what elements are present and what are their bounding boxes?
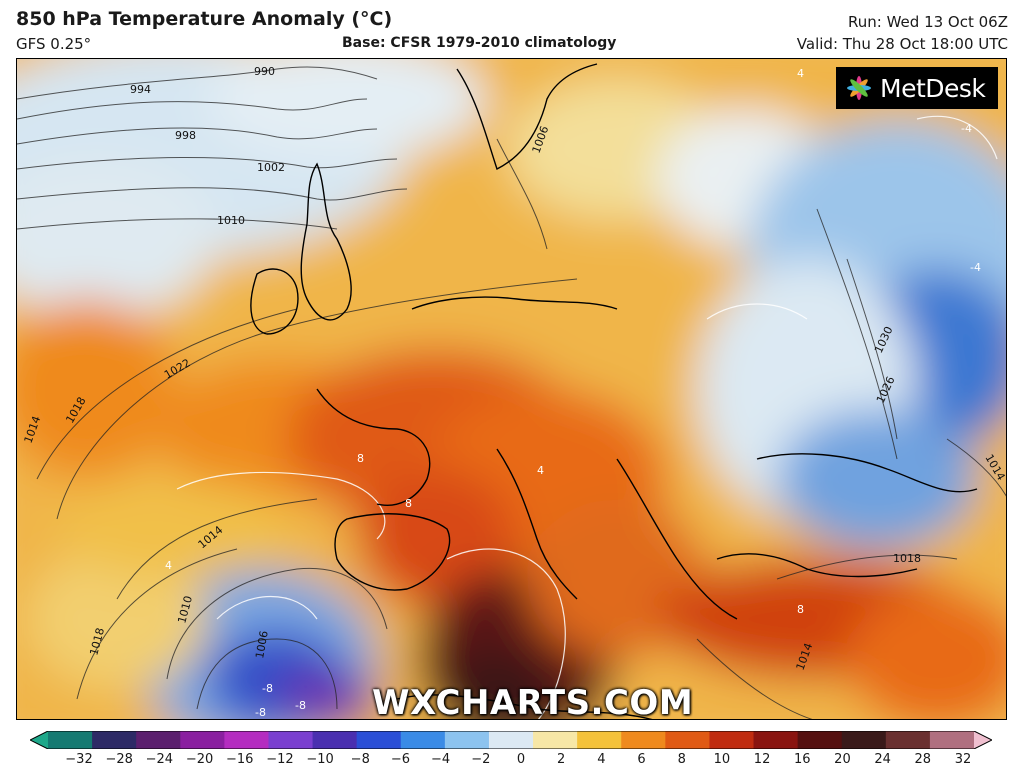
anomaly-map: 990 994 998 1002 1010 1006 1022 1018 101… — [16, 58, 1007, 720]
colorbar-cell — [180, 731, 225, 749]
anomaly-label: 8 — [405, 497, 412, 510]
colorbar-tick-label: 2 — [557, 752, 566, 767]
colorbar-tick-label: −32 — [65, 752, 93, 767]
colorbar-tick-label: 12 — [753, 752, 771, 767]
metdesk-star-icon — [847, 76, 871, 100]
colorbar-tick-label: −10 — [306, 752, 334, 767]
metdesk-logo-text: MetDesk — [880, 73, 986, 103]
colorbar-min-arrow — [30, 731, 48, 749]
anomaly-label: 8 — [357, 452, 364, 465]
anomaly-label-layer: 8 8 4 8 -8 -8 -8 -4 -4 4 4 — [165, 67, 981, 719]
isobar-label: 998 — [175, 129, 196, 142]
colorbar-cell — [797, 731, 843, 749]
colorbar-tick-label: 10 — [713, 752, 731, 767]
colorbar-cell — [444, 731, 490, 749]
isobar-label: 994 — [130, 83, 151, 96]
colorbar-cell — [577, 731, 622, 749]
colorbar-tick-labels: −32 −28 −24 −20 −16 −12 −10 −8 −6 −4 −2 0 2 4 6 8 10 12 16… — [0, 752, 1024, 772]
colorbar-tick-label: −24 — [145, 752, 174, 767]
isobar-label: 990 — [254, 65, 275, 78]
colorbar-cell — [841, 731, 887, 749]
colorbar-cell — [356, 731, 402, 749]
colorbar-cell — [709, 731, 755, 749]
colorbar-tick-label: 0 — [516, 752, 526, 767]
colorbar-tick-label: −28 — [105, 752, 133, 767]
colorbar-cell — [929, 731, 975, 749]
colorbar-tick-label: 24 — [874, 752, 891, 767]
anomaly-label: 4 — [165, 559, 172, 572]
colorbar-cell — [621, 731, 666, 749]
anomaly-label: -8 — [262, 682, 273, 695]
colorbar-cell — [312, 731, 358, 749]
anomaly-label: -4 — [970, 261, 981, 274]
isobars — [17, 66, 1006, 719]
colorbar-cell — [665, 731, 710, 749]
base-climatology-label: Base: CFSR 1979-2010 climatology — [342, 35, 617, 51]
model-label: GFS 0.25° — [16, 35, 92, 53]
isobar-label: 1018 — [893, 552, 921, 565]
colorbar-cell — [268, 731, 314, 749]
colorbar-tick-label: −2 — [471, 752, 491, 767]
anomaly-label: -8 — [295, 699, 306, 712]
colorbar-tick-label: 28 — [914, 752, 932, 767]
valid-time-label: Valid: Thu 28 Oct 18:00 UTC — [796, 35, 1008, 53]
colorbar-tick-label: 16 — [793, 752, 811, 767]
colorbar-tick-label: −8 — [350, 752, 370, 767]
colorbar-cell — [224, 731, 269, 749]
wxcharts-watermark: WXCHARTS.COM — [372, 683, 694, 720]
anomaly-label: 8 — [797, 603, 804, 616]
colorbar-cell — [136, 731, 181, 749]
colorbar-max-arrow — [974, 731, 992, 749]
colorbar-cell — [533, 731, 578, 749]
colorbar-cell — [885, 731, 931, 749]
colorbar-tick-label: 8 — [677, 752, 686, 767]
colorbar-tick-label: 20 — [834, 752, 851, 767]
isobar-label: 1010 — [217, 214, 245, 227]
anomaly-label: 4 — [537, 464, 544, 477]
coastlines — [250, 63, 978, 719]
anomaly-label: -8 — [255, 706, 266, 719]
colorbar-cell — [400, 731, 446, 749]
anomaly-label: 4 — [797, 67, 804, 80]
colorbar-tick-label: −16 — [226, 752, 254, 767]
chart-title: 850 hPa Temperature Anomaly (°C) — [16, 8, 393, 30]
anomaly-fill — [17, 59, 1006, 719]
colorbar-cell — [92, 731, 137, 749]
colorbar-tick-label: 4 — [597, 752, 606, 767]
colorbar-cell — [753, 731, 799, 749]
colorbar-cell — [48, 731, 93, 749]
colorbar-tick-label: 32 — [954, 752, 972, 767]
isobar-label: 1002 — [257, 161, 285, 174]
anomaly-label: -4 — [961, 122, 972, 135]
metdesk-logo: MetDesk — [836, 67, 998, 109]
colorbar-tick-label: −4 — [431, 752, 451, 767]
anomaly-contours — [176, 115, 998, 719]
colorbar — [30, 731, 992, 749]
colorbar-tick-label: −12 — [266, 752, 294, 767]
colorbar-tick-label: −20 — [185, 752, 214, 767]
colorbar-tick-label: 6 — [637, 752, 646, 767]
isobar-label: 1006 — [253, 630, 271, 660]
map-canvas: 990 994 998 1002 1010 1006 1022 1018 101… — [17, 59, 1006, 719]
run-time-label: Run: Wed 13 Oct 06Z — [848, 13, 1008, 31]
colorbar-tick-label: −6 — [390, 752, 411, 767]
colorbar-cell — [488, 731, 534, 749]
